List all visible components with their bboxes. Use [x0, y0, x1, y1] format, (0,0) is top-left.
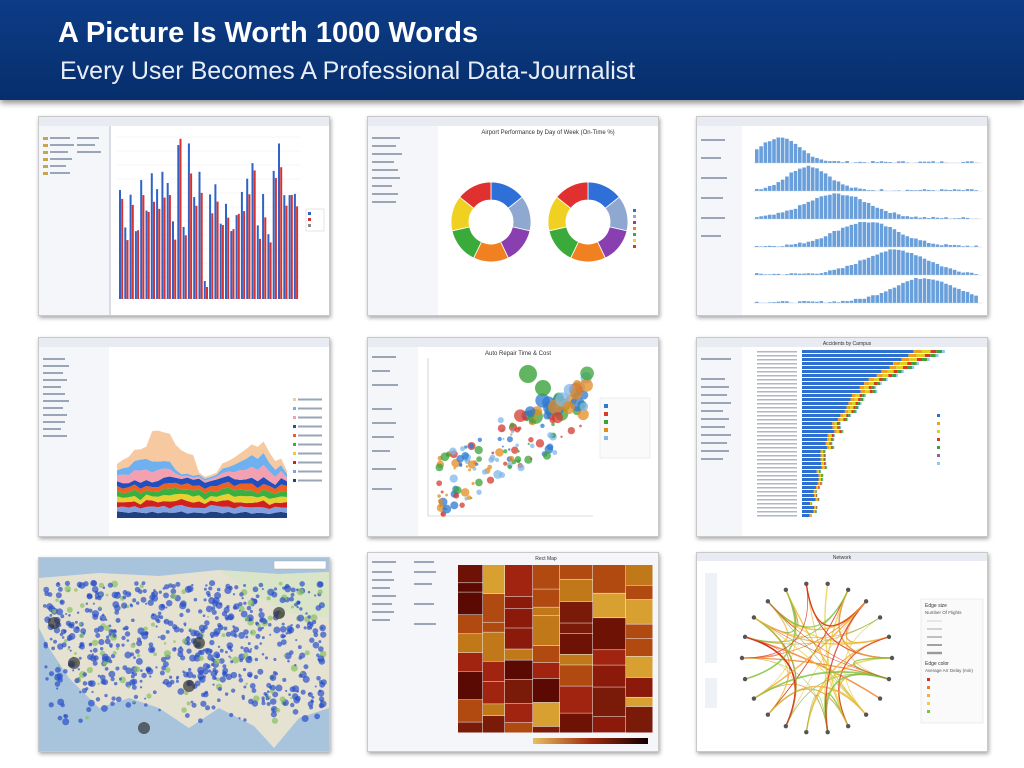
- screenshot-horizontal-bars: Accidents by Campus: [696, 337, 988, 537]
- slide-subtitle: Every User Becomes A Professional Data-J…: [60, 57, 636, 85]
- screenshot-stacked-area: [38, 337, 330, 537]
- screenshot-histograms: [696, 116, 988, 316]
- network-legend-color: Edge color: [925, 661, 949, 667]
- scatter-title: Auto Repair Time & Cost: [485, 351, 551, 357]
- treemap-title: Rect Map: [535, 556, 557, 562]
- screenshot-donut-charts: Airport Performance by Day of Week (On-T…: [367, 116, 659, 316]
- screenshot-bar-chart: [38, 116, 330, 316]
- donut-title: Airport Performance by Day of Week (On-T…: [481, 130, 614, 136]
- screenshot-map-bubbles: [38, 557, 330, 752]
- network-title: Network: [833, 555, 852, 561]
- screenshot-bubble-scatter: Auto Repair Time & Cost: [367, 337, 659, 537]
- network-legend-color-sub: Average Arr Delay (min): [925, 668, 973, 673]
- slide-title: A Picture Is Worth 1000 Words: [58, 17, 479, 49]
- network-legend-title: Edge size: [925, 603, 947, 609]
- screenshot-treemap: Rect Map: [367, 552, 659, 752]
- network-legend-sub: Number Of Flights: [925, 610, 962, 615]
- slide-header: A Picture Is Worth 1000 Words Every User…: [0, 0, 1024, 100]
- hbar-title: Accidents by Campus: [823, 341, 872, 347]
- screenshot-network: Network Edge size Number Of Flights Edge…: [696, 552, 988, 752]
